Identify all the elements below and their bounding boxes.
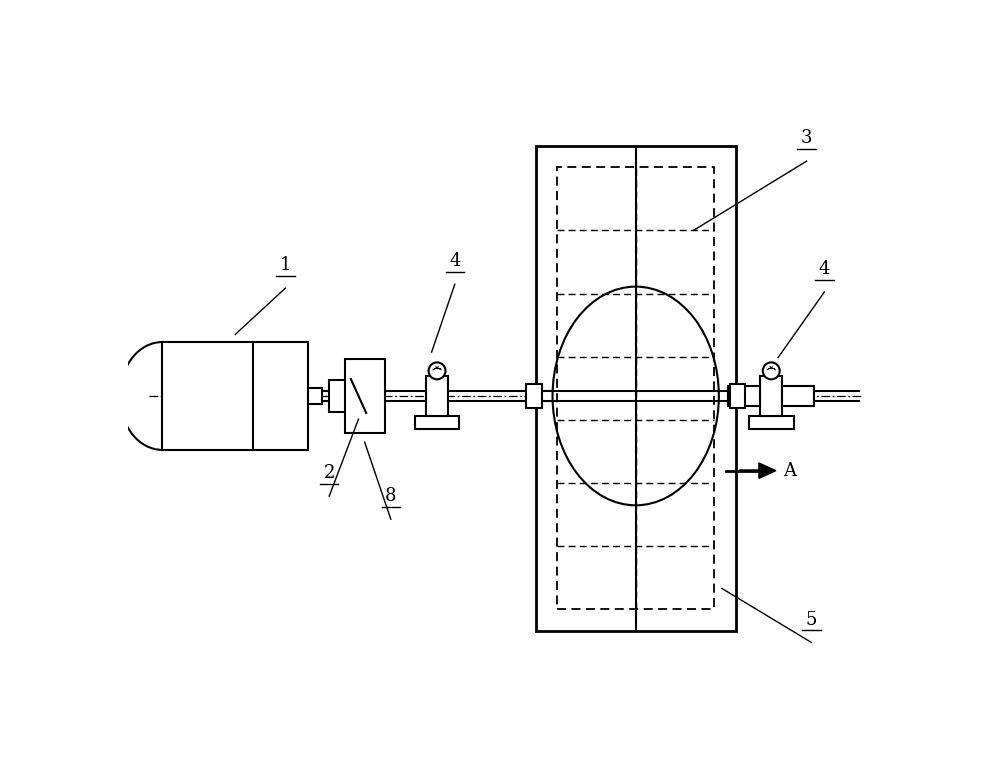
Bar [162, 342, 308, 450]
Bar [415, 416, 459, 429]
Text: 2: 2 [324, 464, 335, 482]
Text: 1: 1 [280, 256, 291, 275]
Bar [782, 386, 814, 406]
Text: 4: 4 [819, 260, 830, 279]
Bar [730, 384, 745, 408]
Bar [329, 380, 346, 412]
Circle shape [429, 363, 446, 380]
Bar [345, 359, 385, 433]
Circle shape [763, 363, 780, 380]
Text: 3: 3 [801, 129, 812, 147]
Bar [526, 384, 542, 408]
Bar [308, 387, 322, 405]
Polygon shape [759, 463, 776, 478]
Bar [749, 416, 794, 429]
Bar [536, 145, 736, 631]
Bar [426, 376, 448, 416]
Text: 4: 4 [449, 252, 460, 271]
Text: 5: 5 [806, 611, 817, 629]
Bar [760, 376, 782, 416]
Text: 8: 8 [385, 487, 397, 505]
Bar [728, 386, 760, 406]
Text: A: A [784, 461, 797, 480]
Bar [557, 167, 714, 609]
